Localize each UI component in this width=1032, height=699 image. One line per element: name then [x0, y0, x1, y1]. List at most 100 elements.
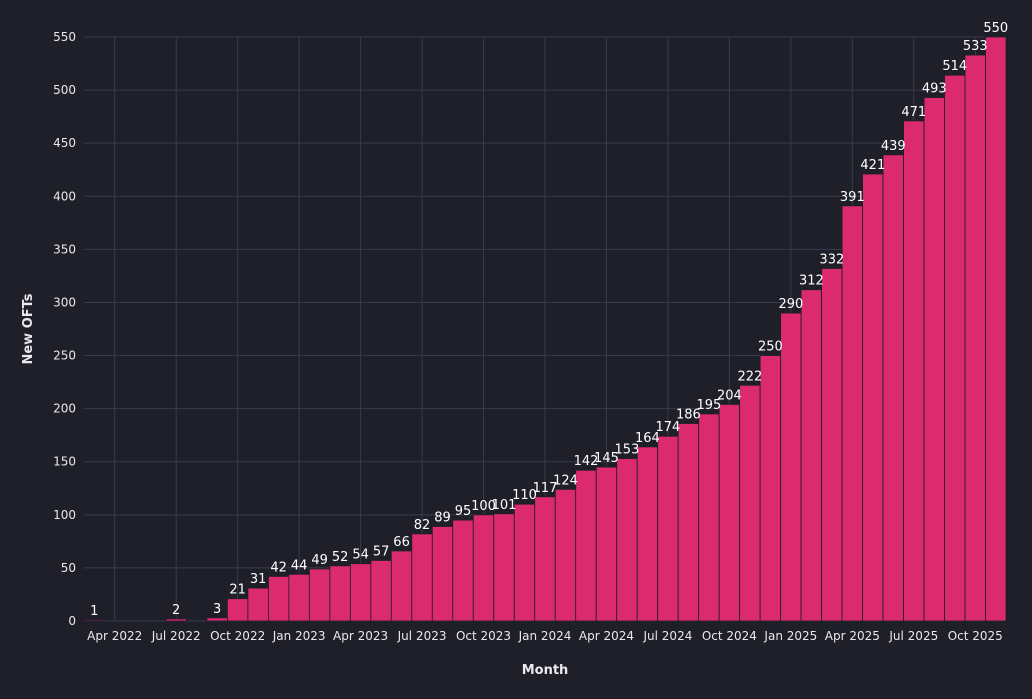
bar	[759, 355, 782, 622]
bar-value-label: 514	[942, 59, 967, 74]
bar	[698, 413, 720, 622]
y-tick-label: 400	[53, 189, 76, 203]
y-tick-label: 250	[53, 349, 76, 363]
bar	[288, 573, 310, 622]
bar	[390, 550, 413, 622]
bar-value-label: 332	[819, 252, 844, 267]
bar-value-label: 110	[512, 488, 537, 503]
bar	[431, 526, 454, 622]
bar	[206, 617, 228, 622]
bar	[903, 120, 925, 622]
y-tick-label: 150	[53, 455, 76, 469]
bar-value-label: 100	[471, 499, 496, 514]
bar	[493, 513, 515, 622]
bar	[985, 36, 1007, 622]
bar	[329, 565, 351, 622]
bar	[677, 423, 700, 622]
x-axis-ticks: Apr 2022 Jul 2022 Oct 2022 Jan 2023 Apr 2023…	[87, 629, 1003, 643]
y-tick-label: 0	[68, 614, 76, 628]
bar-value-label: 174	[656, 420, 681, 435]
bar-value-label: 44	[291, 558, 308, 573]
bar	[841, 205, 863, 622]
x-tick-label: Jul 2022	[151, 629, 201, 643]
x-tick-label: Apr 2022	[87, 629, 142, 643]
y-tick-label: 500	[53, 83, 76, 97]
bar	[472, 514, 495, 622]
x-tick-label: Oct 2025	[948, 629, 1003, 643]
x-tick-label: Jan 2023	[272, 629, 326, 643]
bar-value-label: 186	[676, 408, 701, 423]
bar	[554, 488, 577, 622]
bar	[800, 289, 822, 622]
bar-value-label: 290	[778, 297, 803, 312]
bar-value-label: 49	[311, 553, 328, 568]
bar-value-label: 2	[172, 603, 180, 618]
x-axis-title: Month	[522, 663, 569, 678]
bar-value-label: 57	[373, 544, 390, 559]
bar-value-label: 471	[901, 105, 926, 120]
bar	[944, 74, 966, 622]
bar-value-label: 21	[229, 583, 246, 598]
y-tick-label: 200	[53, 402, 76, 416]
bar	[534, 496, 556, 622]
y-tick-label: 350	[53, 242, 76, 256]
y-axis-ticks: 0 50 100 150 200 250 300 350 400 450 500 550	[53, 30, 76, 628]
bar	[636, 446, 659, 622]
bar-value-label: 95	[455, 504, 472, 519]
bar-value-label: 3	[213, 602, 221, 617]
bar-value-label: 82	[414, 518, 431, 533]
bar-value-label: 117	[533, 481, 558, 496]
bar-value-label: 124	[553, 473, 578, 488]
bar	[267, 576, 290, 622]
bar-value-label: 52	[332, 550, 349, 565]
bar-value-label: 222	[737, 369, 762, 384]
bar-value-label: 42	[270, 560, 287, 575]
bar-value-label: 204	[717, 388, 742, 403]
bar-value-label: 89	[434, 510, 451, 525]
bar	[165, 618, 187, 622]
bar	[882, 154, 904, 622]
x-tick-label: Jan 2024	[518, 629, 572, 643]
bar	[964, 54, 986, 622]
bar-value-label: 145	[594, 451, 619, 466]
x-tick-label: Oct 2023	[456, 629, 511, 643]
bar-value-label: 493	[922, 82, 947, 97]
bar-value-label: 153	[615, 443, 640, 458]
bar	[370, 560, 392, 622]
bar	[83, 619, 105, 622]
bar	[657, 435, 679, 622]
bar-value-label: 101	[492, 498, 517, 513]
bar	[862, 173, 884, 622]
x-tick-label: Apr 2023	[333, 629, 388, 643]
x-tick-label: Oct 2024	[702, 629, 757, 643]
bar	[923, 97, 945, 622]
bar	[247, 587, 269, 622]
x-tick-label: Jan 2025	[763, 629, 817, 643]
bar-value-label: 31	[250, 572, 267, 587]
bar	[308, 568, 331, 622]
y-tick-label: 50	[61, 561, 76, 575]
bar	[411, 533, 433, 622]
y-axis-title: New OFTs	[21, 293, 36, 364]
bar-value-label: 195	[696, 398, 721, 413]
x-tick-label: Apr 2024	[579, 629, 634, 643]
bar-value-label: 391	[840, 190, 865, 205]
y-tick-label: 450	[53, 136, 76, 150]
y-tick-label: 550	[53, 30, 76, 44]
bar	[718, 403, 741, 622]
bar-value-label: 533	[963, 39, 988, 54]
bars	[83, 36, 1007, 622]
bar-value-label: 54	[352, 548, 369, 563]
bar	[821, 268, 843, 622]
bar	[575, 469, 597, 622]
x-tick-label: Jul 2024	[643, 629, 693, 643]
bar-value-label: 439	[881, 139, 906, 154]
x-tick-label: Jul 2023	[397, 629, 447, 643]
bar	[616, 458, 638, 622]
bar-value-label: 312	[799, 274, 824, 289]
bar-value-label: 1	[90, 604, 98, 619]
bar-value-label: 66	[393, 535, 410, 550]
bar-value-label: 421	[860, 158, 885, 173]
